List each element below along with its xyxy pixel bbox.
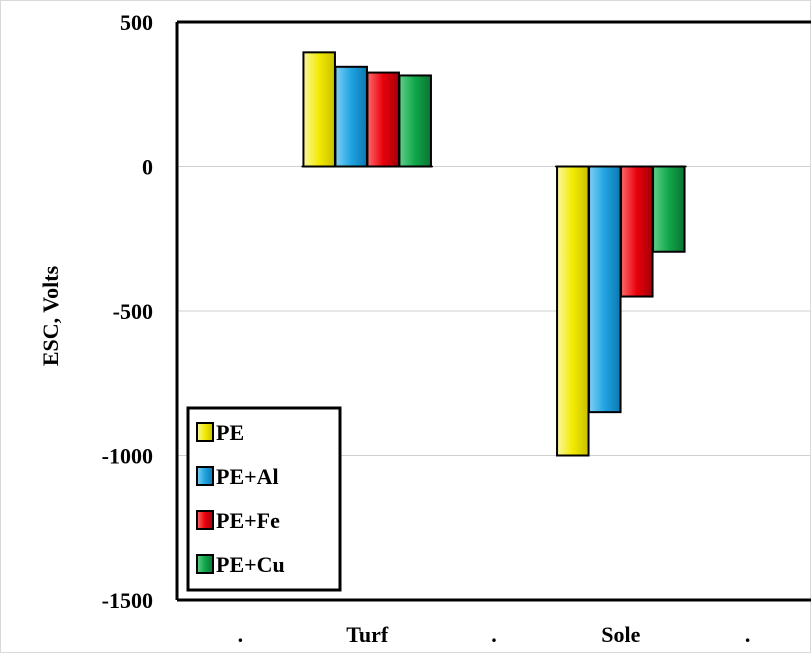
x-tick-label: Sole [601,622,640,647]
bars [301,51,687,457]
y-tick-label: -500 [113,299,153,324]
y-tick-label: 0 [142,155,153,180]
tick-labels: 500 0 -500 -1000 -1500. Turf. Sole. [102,10,751,647]
bar-pe-cu-turf [398,74,432,168]
legend-label: PE [216,420,244,445]
x-tick-label: . [745,622,751,647]
x-tick-label: . [491,622,497,647]
y-tick-label: 500 [120,10,153,35]
legend-swatch [196,510,214,530]
bar-pe-al-turf [334,65,368,168]
legend-swatch [196,554,214,574]
y-tick-label: -1000 [102,444,153,469]
bar-pe-cu-sole [652,165,686,253]
bar-pe-al-sole [588,165,622,414]
legend-swatch [196,466,214,486]
legend-label: PE+Al [216,464,279,489]
axes [175,20,811,602]
legend: PE PE+Al PE+Fe PE+Cu [186,406,342,592]
y-axis-title: ESC, Volts [38,265,63,366]
bar-pe-fe-turf [366,71,400,168]
bar-pe-sole [556,165,590,457]
legend-label: PE+Fe [216,508,280,533]
y-tick-label: -1500 [102,588,153,613]
x-tick-label: Turf [346,622,389,647]
legend-label: PE+Cu [216,552,285,577]
legend-swatch [196,422,214,442]
bar-pe-turf [302,51,336,168]
bar-pe-fe-sole [620,165,654,298]
x-tick-label: . [238,622,244,647]
